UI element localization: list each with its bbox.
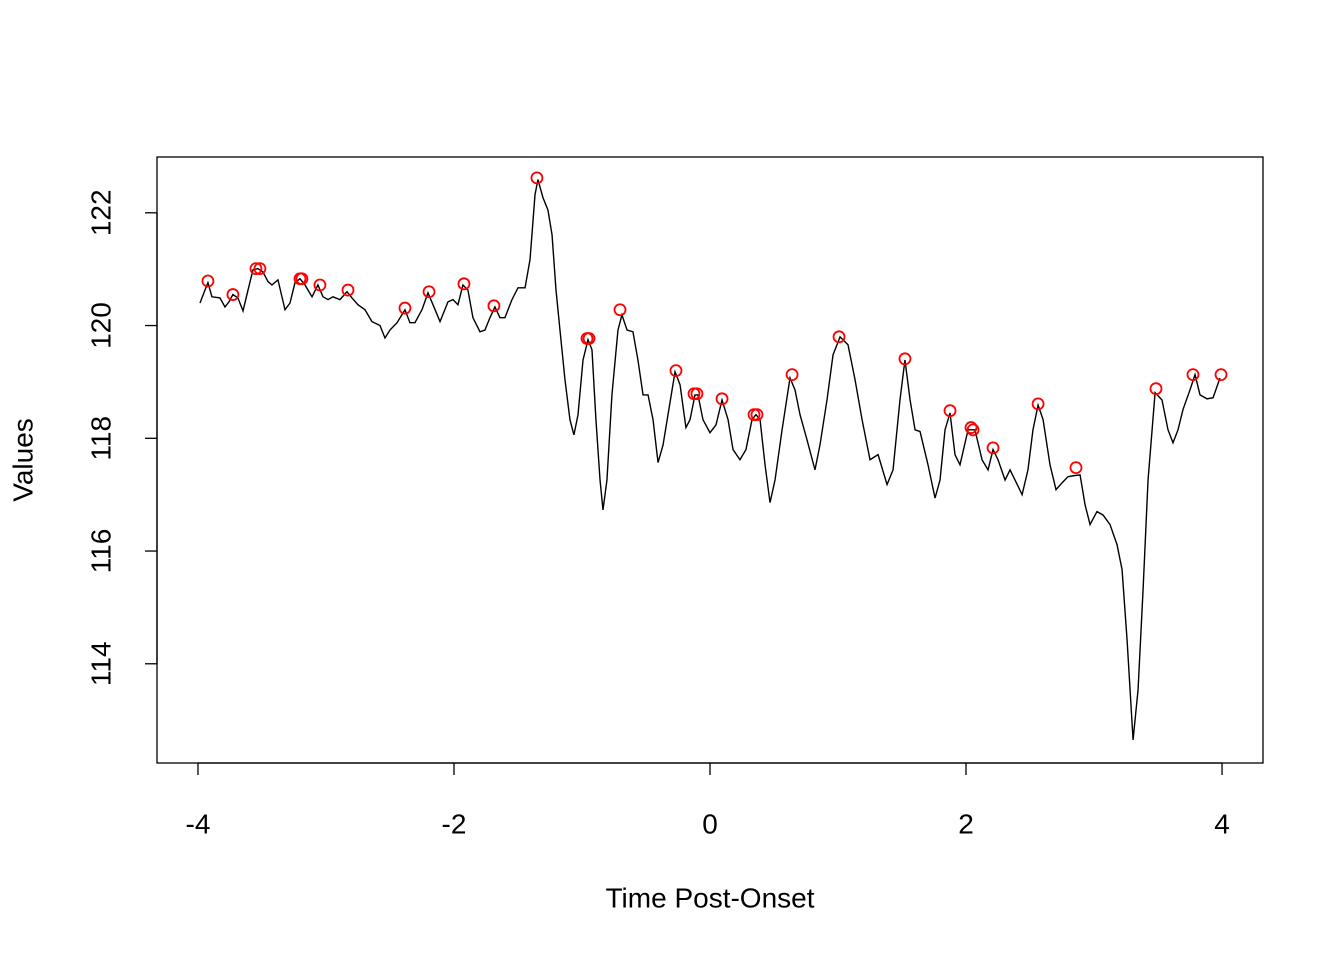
peak-marker [966, 423, 980, 437]
peak-marker [1149, 382, 1163, 396]
peak-marker [1186, 368, 1200, 381]
peak-marker [1031, 397, 1045, 411]
peak-marker [249, 262, 263, 276]
peak-marker [582, 332, 596, 345]
peak-marker [943, 404, 957, 418]
peak-marker [398, 301, 412, 315]
peak-marker [964, 421, 978, 434]
y-tick-label: 116 [85, 529, 116, 574]
peak-marker [341, 283, 355, 297]
peak-marker [457, 277, 471, 291]
peak-marker [253, 262, 267, 276]
peak-marker [986, 441, 1000, 455]
peak-marker [785, 368, 799, 381]
y-tick-label: 122 [85, 189, 116, 236]
x-tick-label: 4 [1214, 808, 1230, 839]
peak-marker [530, 171, 544, 185]
y-tick-label: 120 [85, 302, 116, 349]
peak-marker [715, 392, 729, 406]
peak-marker [226, 288, 240, 301]
peak-marker [690, 387, 704, 401]
peak-marker [669, 364, 683, 378]
peak-marker [613, 303, 627, 317]
x-tick-label: -2 [442, 808, 467, 839]
peak-marker [201, 274, 215, 288]
peak-marker [898, 352, 912, 366]
peak-marker [313, 278, 327, 292]
plot-box [156, 156, 1264, 764]
peak-marker [487, 299, 501, 313]
peak-marker [1069, 461, 1083, 475]
x-tick-label: -4 [186, 808, 211, 839]
peak-marker [832, 330, 846, 344]
peak-marker [1214, 368, 1228, 381]
x-axis-label: Time Post-Onset [605, 882, 814, 913]
y-tick-label: 114 [85, 641, 116, 686]
peak-marker [750, 408, 764, 422]
y-axis-label: Values [7, 418, 38, 502]
peak-marker [422, 285, 436, 299]
x-tick-label: 2 [958, 808, 974, 839]
peak-marker [295, 272, 309, 286]
x-tick-label: 0 [702, 808, 718, 839]
y-tick-label: 118 [85, 416, 116, 461]
data-line [199, 179, 1221, 740]
